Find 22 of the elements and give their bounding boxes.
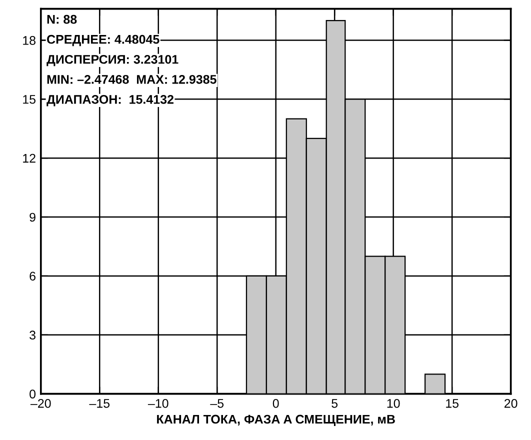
x-tick-label: –10 [148, 398, 168, 408]
x-tick-label: 10 [387, 398, 400, 408]
y-tick-label: 9 [30, 212, 36, 222]
y-tick-label: 15 [23, 95, 36, 104]
y-tick-label: 18 [23, 36, 36, 45]
x-tick-label: 0 [272, 398, 279, 408]
y-tick-label: 0 [30, 390, 36, 398]
x-tick-label: 20 [504, 398, 518, 408]
annotation: N: 88 [47, 14, 77, 24]
annotation: ДИСПЕРСИЯ: 3.23101 [46, 54, 178, 66]
y-tick-label: 6 [30, 272, 36, 281]
x-tick-label: 5 [332, 399, 338, 408]
x-tick-label: –20 [30, 398, 51, 408]
x-axis-title: КАНАЛ ТОКА, ФАЗА A СМЕЩЕНИЕ, мВ [157, 414, 395, 426]
annotation: ДИАПАЗОН: 15.4132 [46, 94, 174, 106]
annotation: MIN: –2.47468 MAX: 12.9385 [47, 74, 216, 84]
annotation: СРЕДНЕЕ: 4.48045 [47, 34, 160, 46]
x-tick-label: 15 [446, 399, 459, 408]
y-tick-label: 12 [23, 154, 36, 163]
y-tick-label: 3 [30, 330, 36, 340]
x-tick-label: –5 [210, 399, 224, 408]
x-tick-label: –15 [89, 399, 110, 408]
